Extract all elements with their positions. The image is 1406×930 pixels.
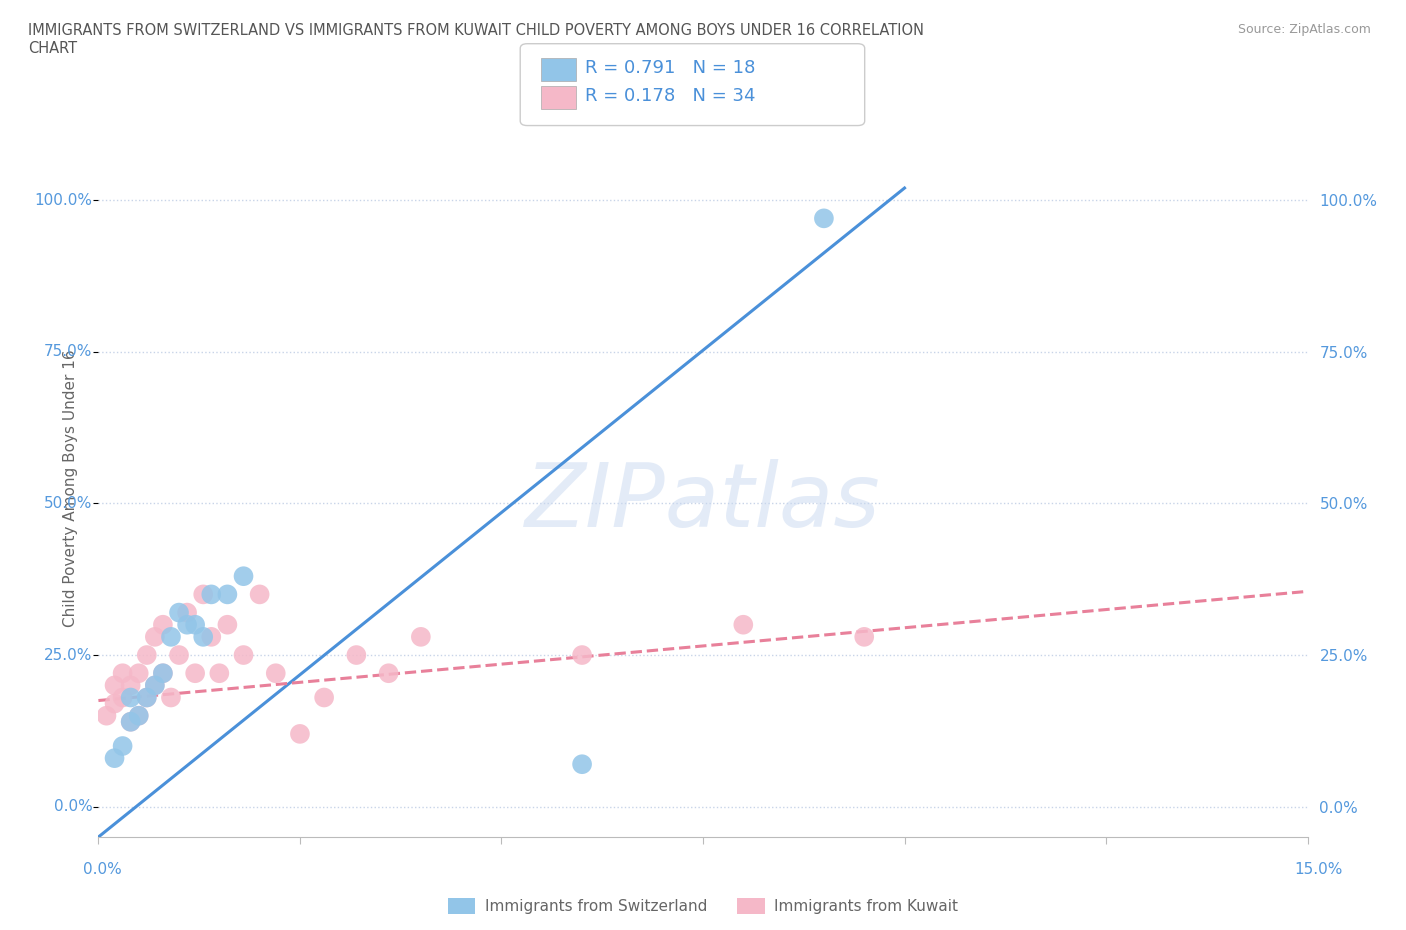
Point (103, 751, 125, 765)
Point (143, 678, 166, 693)
Point (120, 714, 142, 729)
Point (193, 587, 215, 602)
Point (264, 666, 287, 681)
Text: 0.0%: 0.0% (83, 862, 122, 877)
Point (120, 714, 142, 729)
Point (167, 647, 190, 662)
Point (143, 678, 166, 693)
Point (184, 666, 207, 681)
Point (208, 666, 231, 681)
Text: 0.0%: 0.0% (53, 799, 93, 814)
Point (853, 630, 876, 644)
Point (160, 630, 183, 644)
Point (96, 709, 118, 724)
Point (135, 690, 157, 705)
Point (111, 738, 134, 753)
Text: ZIPatlas: ZIPatlas (526, 459, 880, 545)
Point (120, 678, 142, 693)
Point (232, 647, 254, 662)
Point (232, 569, 254, 584)
Point (111, 666, 134, 681)
Text: Source: ZipAtlas.com: Source: ZipAtlas.com (1237, 23, 1371, 36)
Point (344, 647, 367, 662)
Text: 15.0%: 15.0% (1295, 862, 1343, 877)
Point (152, 666, 174, 681)
Point (167, 605, 190, 620)
Point (571, 647, 593, 662)
Point (135, 647, 157, 662)
Point (176, 618, 198, 632)
Point (103, 678, 125, 693)
Point (128, 709, 150, 724)
Point (733, 618, 755, 632)
Point (193, 630, 215, 644)
Point (288, 726, 311, 741)
Point (314, 690, 336, 705)
Point (143, 630, 166, 644)
Legend: Immigrants from Switzerland, Immigrants from Kuwait: Immigrants from Switzerland, Immigrants … (441, 892, 965, 920)
Point (200, 630, 222, 644)
Text: R = 0.791   N = 18: R = 0.791 N = 18 (585, 59, 755, 77)
Text: 100.0%: 100.0% (34, 193, 93, 207)
Point (135, 690, 157, 705)
Text: 50.0%: 50.0% (44, 496, 93, 511)
Text: R = 0.178   N = 34: R = 0.178 N = 34 (585, 86, 755, 105)
Point (152, 666, 174, 681)
Point (813, 211, 835, 226)
Point (128, 666, 150, 681)
Y-axis label: Child Poverty Among Boys Under 16: Child Poverty Among Boys Under 16 (63, 350, 77, 627)
Point (184, 618, 207, 632)
Point (103, 697, 125, 711)
Point (128, 709, 150, 724)
Text: 75.0%: 75.0% (44, 344, 93, 359)
Text: IMMIGRANTS FROM SWITZERLAND VS IMMIGRANTS FROM KUWAIT CHILD POVERTY AMONG BOYS U: IMMIGRANTS FROM SWITZERLAND VS IMMIGRANT… (28, 23, 924, 56)
Point (217, 618, 239, 632)
Point (176, 605, 198, 620)
Point (571, 757, 593, 772)
Point (152, 618, 174, 632)
Text: 25.0%: 25.0% (44, 647, 93, 662)
Point (160, 690, 183, 705)
Point (120, 690, 142, 705)
Point (249, 587, 271, 602)
Point (200, 587, 222, 602)
Point (409, 630, 432, 644)
Point (217, 587, 239, 602)
Point (377, 666, 399, 681)
Point (111, 690, 134, 705)
